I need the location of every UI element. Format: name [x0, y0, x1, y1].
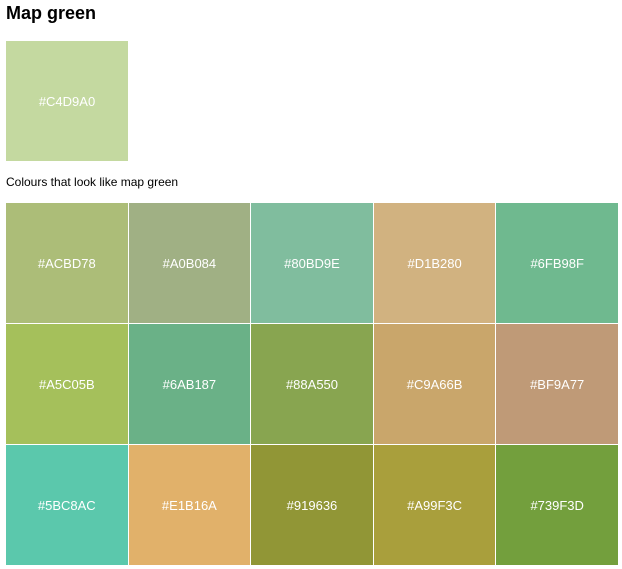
main-color-swatch: #C4D9A0: [6, 41, 128, 161]
color-swatch[interactable]: #D1B280: [373, 203, 496, 323]
color-swatch[interactable]: #6AB187: [128, 324, 251, 444]
color-swatch[interactable]: #C9A66B: [373, 324, 496, 444]
color-swatch[interactable]: #88A550: [251, 324, 373, 444]
color-swatch[interactable]: #ACBD78: [6, 203, 128, 323]
color-swatch[interactable]: #BF9A77: [496, 324, 618, 444]
color-swatch[interactable]: #A99F3C: [373, 445, 496, 565]
color-swatch[interactable]: #80BD9E: [251, 203, 373, 323]
color-swatch[interactable]: #6FB98F: [496, 203, 618, 323]
color-swatch[interactable]: #E1B16A: [128, 445, 251, 565]
similar-colors-heading: Colours that look like map green: [6, 175, 179, 189]
color-swatch[interactable]: #A5C05B: [6, 324, 128, 444]
page-title: Map green: [6, 3, 97, 23]
color-swatch[interactable]: #A0B084: [128, 203, 251, 323]
color-swatch[interactable]: #919636: [251, 445, 373, 565]
color-swatch[interactable]: #739F3D: [496, 445, 618, 565]
similar-colors-grid: #ACBD78 #A0B084 #80BD9E #D1B280 #6FB98F …: [6, 203, 618, 565]
color-swatch[interactable]: #5BC8AC: [6, 445, 128, 565]
